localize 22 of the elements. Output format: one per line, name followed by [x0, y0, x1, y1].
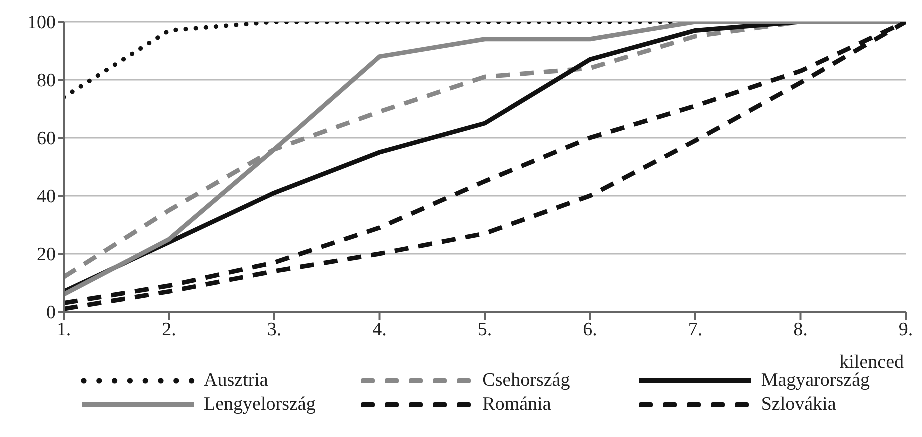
- y-tick-label: 20: [37, 244, 56, 266]
- y-tick-label: 100: [28, 12, 56, 34]
- x-tick-label: 7.: [688, 319, 703, 340]
- x-tick-label: 6.: [583, 319, 598, 340]
- x-axis-title: kilenced: [840, 352, 904, 373]
- x-tick-label: 5.: [478, 319, 492, 340]
- x-tick-label: 2.: [162, 319, 176, 340]
- x-tick-label: 1.: [56, 319, 72, 340]
- legend-label: Magyarország: [761, 370, 870, 392]
- y-tick-label: 40: [37, 186, 56, 208]
- x-tick-label: 9.: [898, 319, 914, 340]
- legend-label: Románia: [482, 394, 552, 416]
- legend-label: Szlovákia: [761, 394, 836, 416]
- x-tick-label: 8.: [794, 319, 808, 340]
- x-tick-label: 4.: [372, 319, 387, 340]
- y-tick-label: 60: [37, 128, 56, 150]
- legend-label: Ausztria: [204, 370, 268, 392]
- legend-label: Csehország: [482, 370, 570, 392]
- y-tick-label: 0: [46, 302, 56, 324]
- y-tick-label: 80: [37, 70, 56, 92]
- x-tick-label: 3.: [267, 319, 282, 340]
- legend-label: Lengyelország: [204, 394, 316, 416]
